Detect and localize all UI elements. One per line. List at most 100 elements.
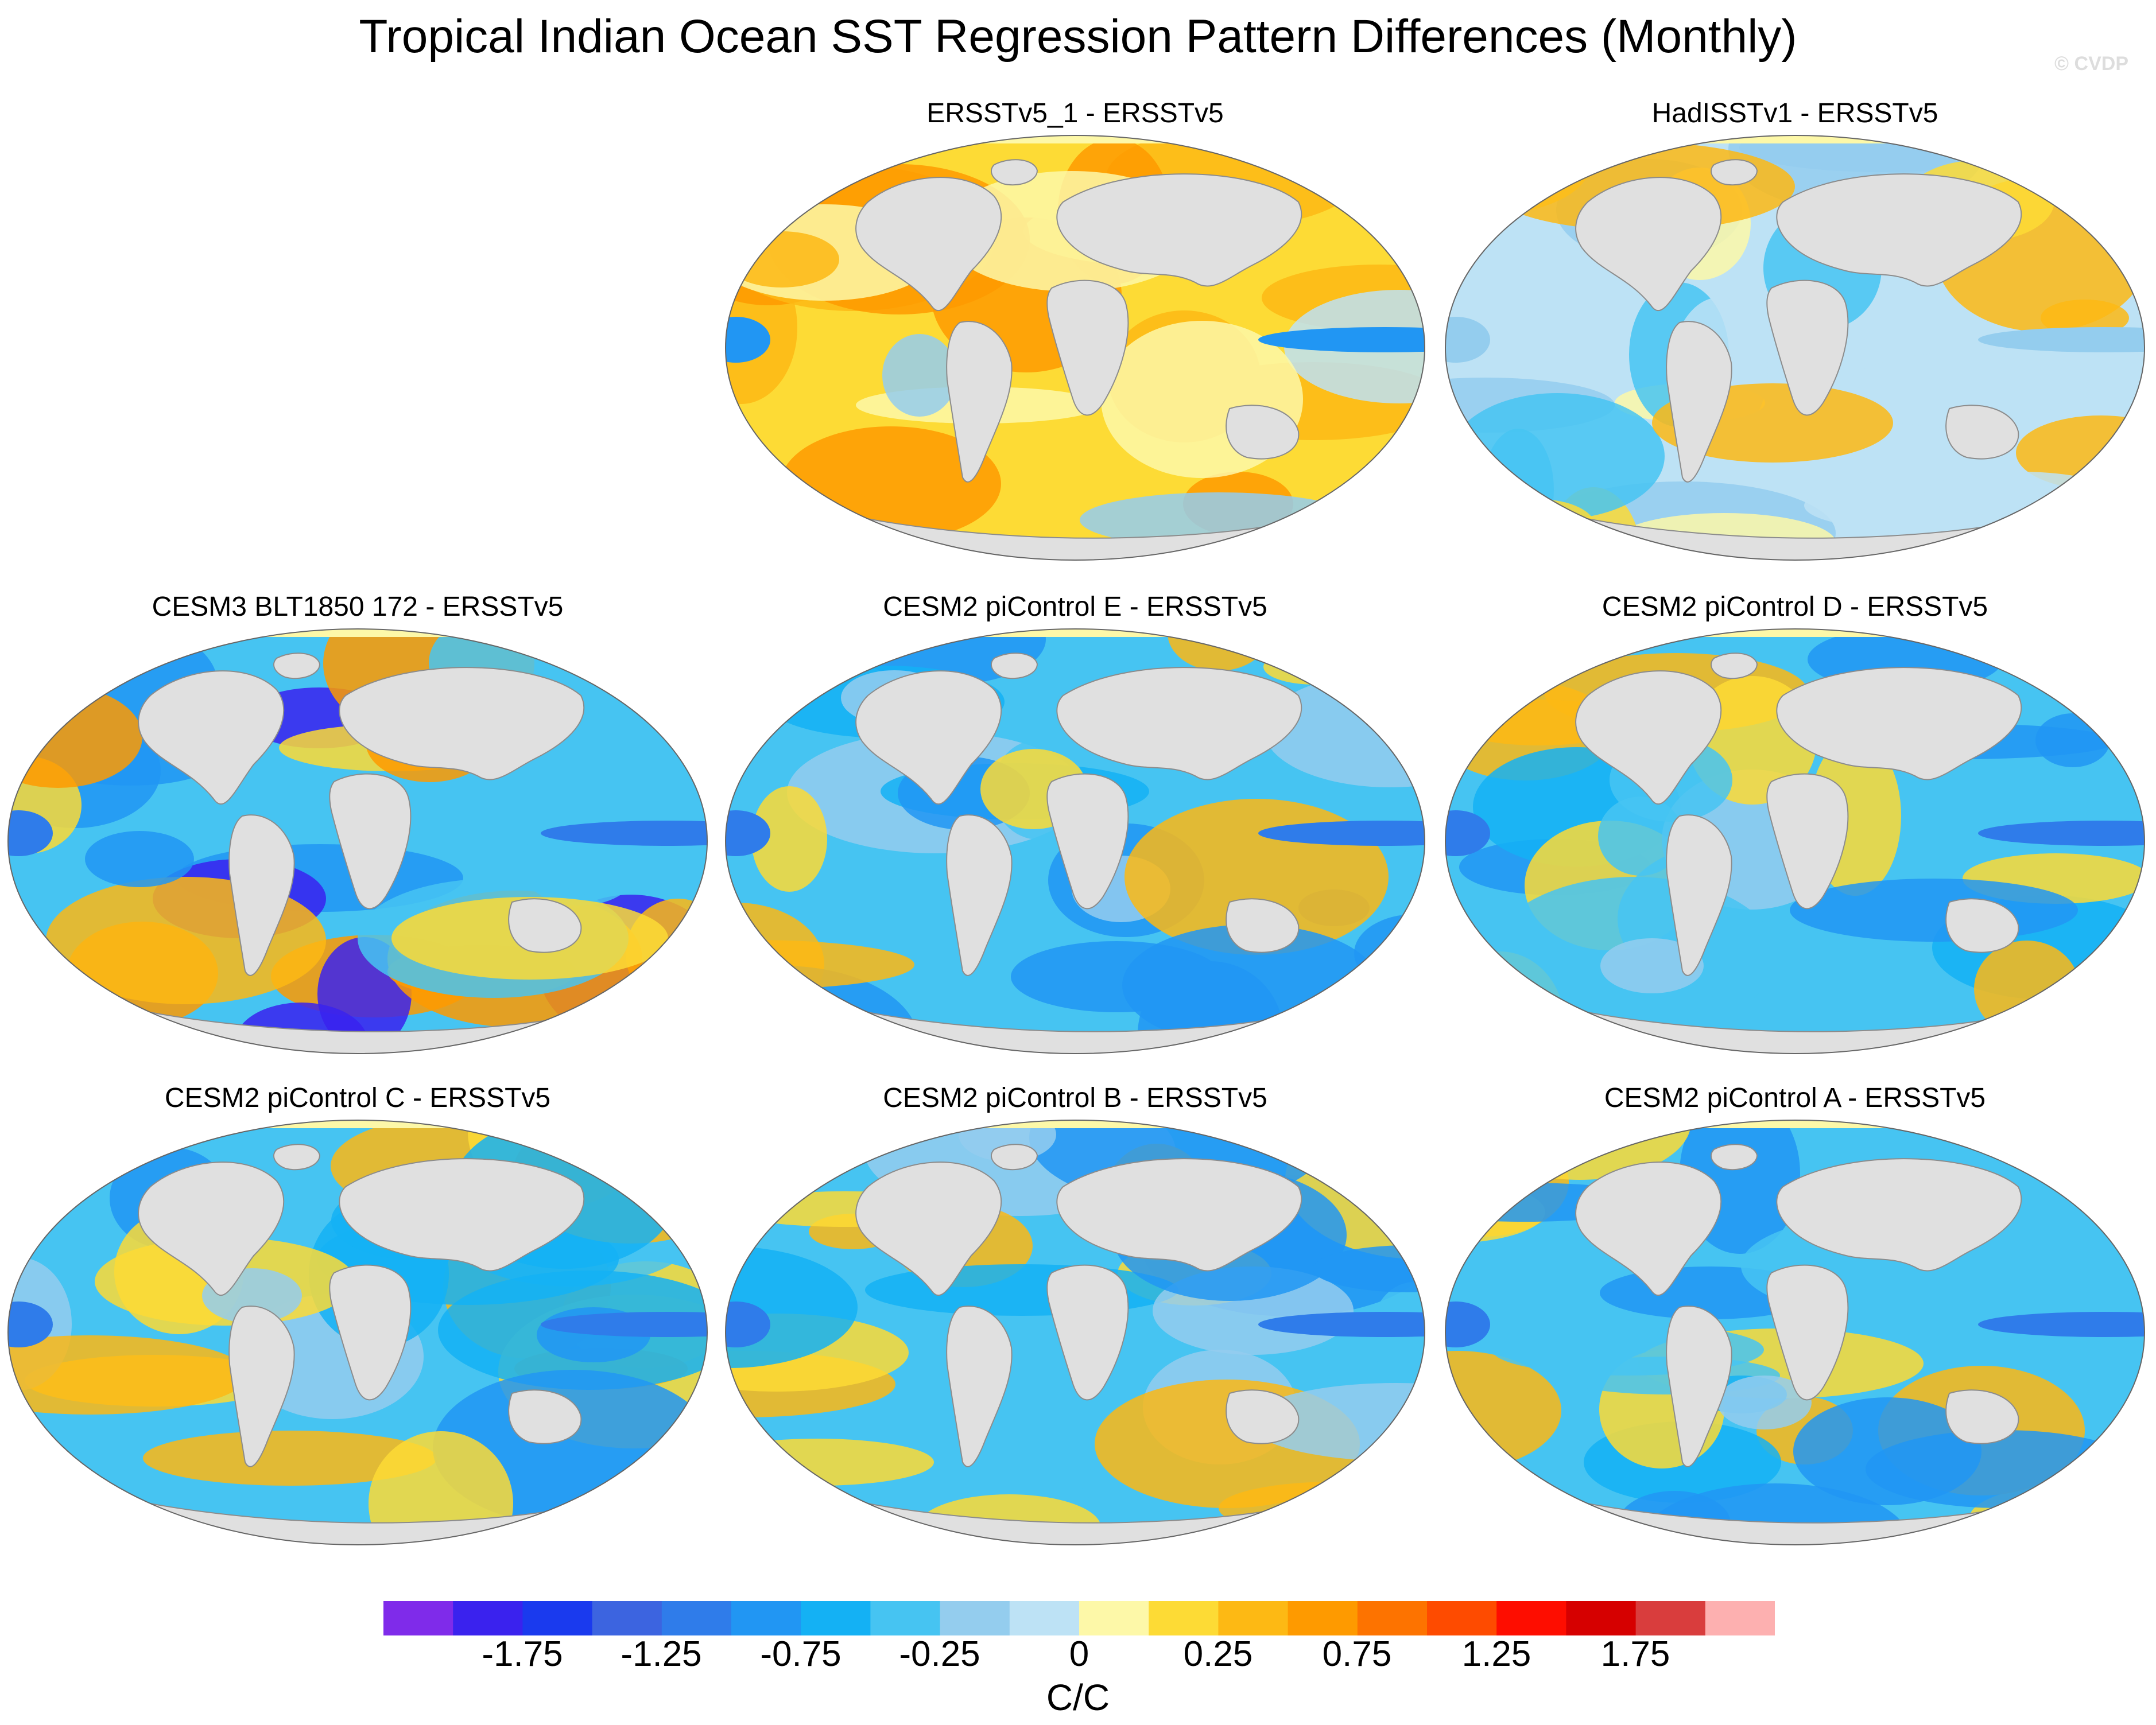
continent	[1776, 173, 2022, 287]
continent	[1226, 898, 1300, 953]
arctic-cap	[1445, 1120, 2145, 1128]
continent	[1666, 1306, 1732, 1467]
colorbar-units: C/C	[1046, 1677, 1110, 1718]
sst-anomaly-blob	[1518, 629, 1607, 661]
panel-title: HadISSTv1 - ERSSTv5	[1651, 98, 1938, 129]
sst-anomaly-blob	[726, 1014, 840, 1054]
colorbar-swatch	[940, 1601, 1010, 1635]
continent	[228, 1306, 295, 1467]
continent	[1666, 814, 1732, 976]
continent	[1575, 670, 1722, 805]
sst-anomaly-blob	[1335, 510, 1425, 560]
sst-anomaly-blob	[751, 786, 827, 892]
panel-cesm2-b: CESM2 piControl B - ERSSTv5	[724, 1082, 1426, 1547]
equatorial-band	[1258, 821, 1425, 846]
figure-title: Tropical Indian Ocean SST Regression Pat…	[359, 10, 1797, 63]
continent	[1776, 667, 2022, 780]
continent	[991, 159, 1038, 186]
continent	[1945, 1389, 2019, 1444]
sst-anomaly-blob	[1317, 629, 1425, 665]
sst-anomaly-blob	[726, 231, 839, 288]
colorbar-swatch	[1288, 1601, 1358, 1635]
map-border	[725, 628, 1425, 1054]
continent	[1711, 652, 1758, 679]
colorbar-swatch	[1009, 1601, 1080, 1635]
equatorial-band	[1978, 821, 2145, 846]
continent	[1046, 1264, 1129, 1401]
sst-anomaly-blob	[1845, 353, 2066, 428]
sst-anomaly-blob	[1866, 1430, 2139, 1508]
panel-cesm2-d: CESM2 piControl D - ERSSTv5	[1444, 591, 2146, 1056]
colorbar-swatch	[870, 1601, 941, 1635]
continent	[946, 1306, 1013, 1467]
colorbar-swatch	[1496, 1601, 1566, 1635]
colorbar-swatch	[1218, 1601, 1289, 1635]
sst-field	[726, 629, 1425, 1054]
colorbar-swatch	[1427, 1601, 1497, 1635]
panel-cesm2-a: CESM2 piControl A - ERSSTv5	[1444, 1082, 2146, 1547]
colorbar-swatch	[1566, 1601, 1637, 1635]
world-map	[7, 1120, 708, 1545]
continent	[946, 321, 1013, 483]
arctic-cap	[8, 629, 707, 637]
colorbar-swatch	[522, 1601, 593, 1635]
panel-erssts-1: ERSSTv5_1 - ERSSTv5	[724, 98, 1426, 562]
world-map	[7, 628, 708, 1054]
world-map	[725, 628, 1425, 1054]
colorbar-label: 0.25	[1183, 1634, 1253, 1674]
colorbar-label: -1.25	[621, 1634, 702, 1674]
equatorial-band	[1978, 327, 2145, 352]
sst-anomaly-blob	[1974, 941, 2080, 1037]
continent	[991, 652, 1038, 679]
map-border	[7, 1120, 708, 1545]
continent	[1056, 667, 1302, 780]
panel-title: CESM2 piControl D - ERSSTv5	[1602, 592, 1988, 622]
world-map	[1445, 1120, 2145, 1545]
equatorial-band	[541, 821, 707, 846]
colorbar-swatch	[801, 1601, 871, 1635]
sst-field	[1445, 1120, 2145, 1545]
continent	[1226, 1389, 1300, 1444]
equatorial-band	[1445, 317, 1490, 363]
continent	[855, 1161, 1002, 1296]
colorbar-swatch	[1635, 1601, 1706, 1635]
sst-anomaly-blob	[1483, 499, 1596, 555]
sst-anomaly-blob	[1598, 797, 1683, 876]
continent	[1666, 321, 1732, 483]
world-map	[725, 1120, 1425, 1545]
equatorial-band	[1258, 327, 1425, 352]
sst-anomaly-blob	[2035, 713, 2110, 767]
equatorial-band	[8, 810, 53, 856]
equatorial-band	[726, 317, 770, 363]
sst-anomaly-blob	[882, 334, 957, 417]
colorbar-swatch	[1705, 1601, 1775, 1635]
continent	[1056, 1158, 1302, 1272]
world-map	[725, 135, 1425, 561]
sst-anomaly-blob	[1924, 472, 2115, 516]
panel-cesm2-c: CESM2 piControl C - ERSSTv5	[7, 1082, 708, 1547]
continent	[991, 1144, 1038, 1171]
arctic-cap	[1445, 629, 2145, 637]
colorbar-swatch	[1357, 1601, 1428, 1635]
continent	[273, 1144, 321, 1171]
continent	[1046, 773, 1129, 910]
continent	[339, 1158, 585, 1272]
equatorial-band	[8, 1301, 53, 1347]
continent	[1945, 405, 2019, 460]
panel-cesm3-blt1850: CESM3 BLT1850 172 - ERSSTv5	[7, 591, 708, 1056]
continent	[946, 814, 1013, 976]
arctic-cap	[726, 1120, 1425, 1128]
sst-anomaly-blob	[1450, 393, 1665, 519]
continent	[1056, 173, 1302, 287]
sst-anomaly-blob	[1288, 135, 1425, 195]
sst-field	[8, 629, 707, 1054]
sst-anomaly-blob	[143, 1431, 437, 1486]
continent	[329, 773, 412, 910]
arctic-cap	[726, 629, 1425, 637]
sst-anomaly-blob	[2041, 300, 2129, 336]
continent	[1766, 1264, 1849, 1401]
panel-cesm2-e: CESM2 piControl E - ERSSTv5	[724, 591, 1426, 1056]
equatorial-band	[1258, 1312, 1425, 1337]
sst-anomaly-blob	[25, 1024, 206, 1054]
sst-anomaly-blob	[1600, 938, 1704, 993]
